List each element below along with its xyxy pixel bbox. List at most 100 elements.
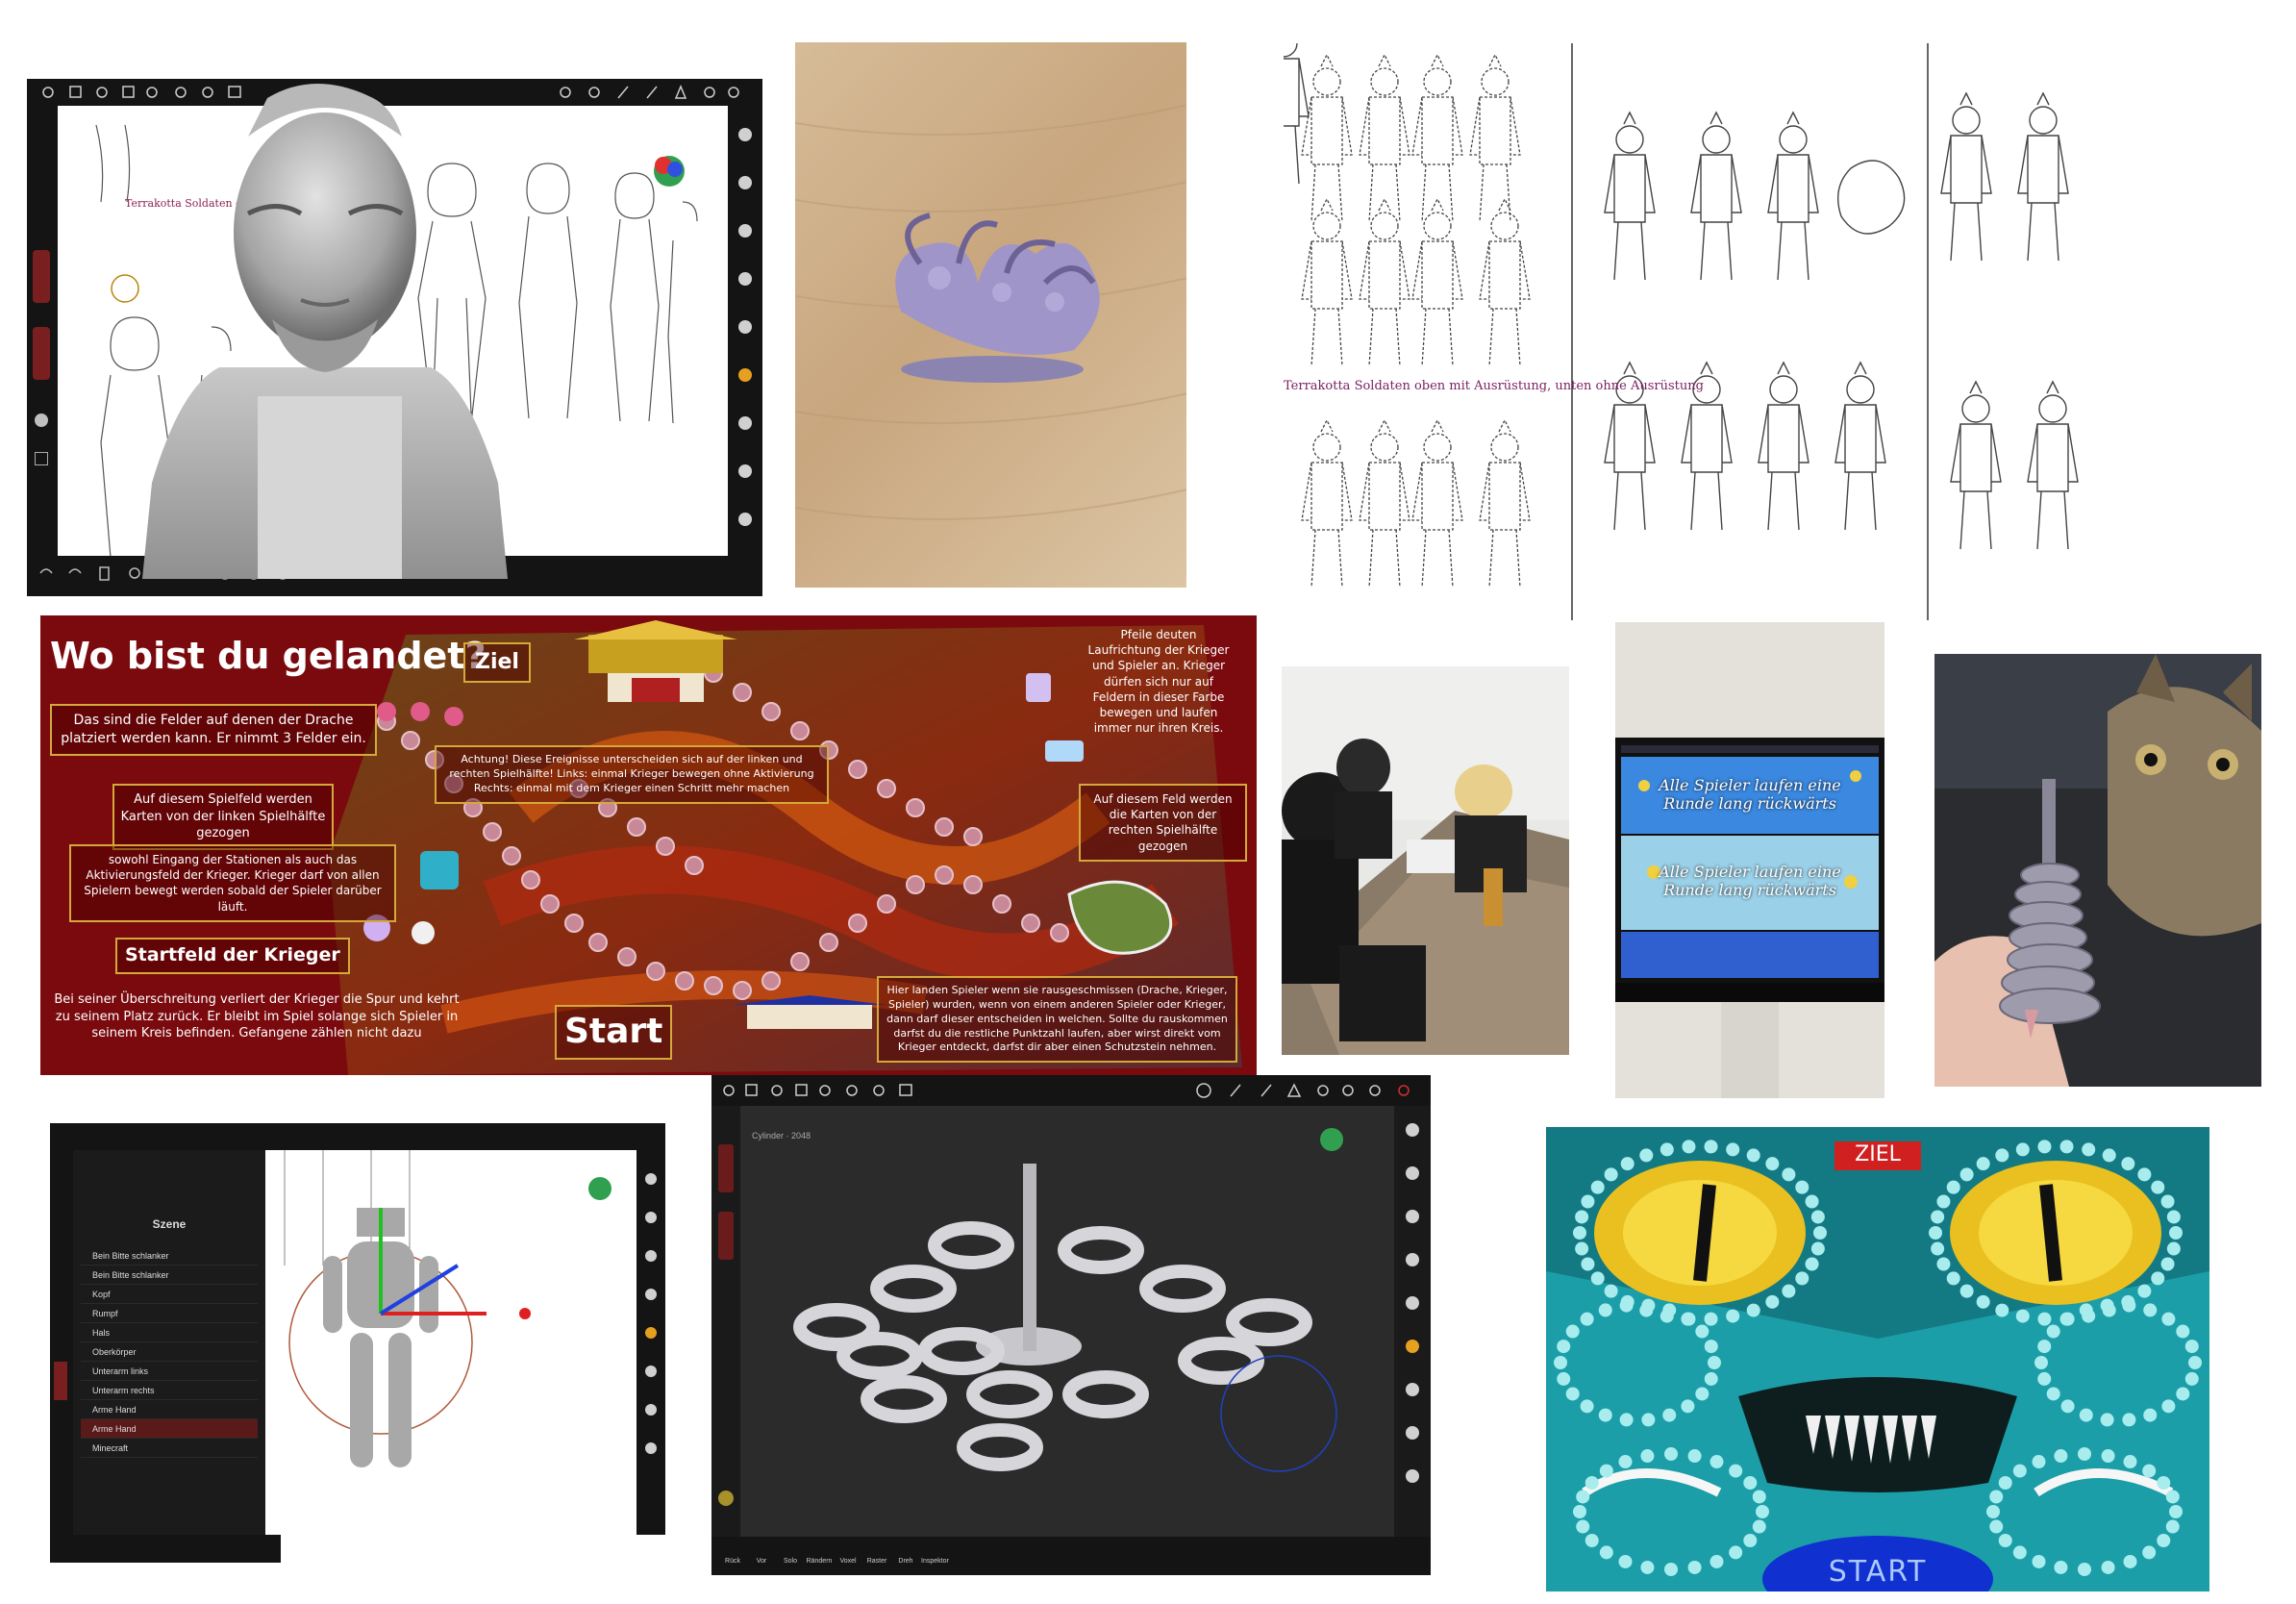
scene-list-item[interactable]: Bein Bitte schlanker <box>81 1266 258 1285</box>
scene-list-item[interactable]: Arme Hand <box>81 1400 258 1419</box>
path-dot <box>2160 1194 2175 1209</box>
path-dot <box>2121 1157 2135 1171</box>
tablet <box>1339 945 1426 1041</box>
brush-intensity-slider[interactable] <box>33 327 50 380</box>
material-ball-icon[interactable] <box>718 1491 734 1506</box>
ring-model-viewport <box>793 1128 1343 1472</box>
path-dot <box>2176 1387 2190 1401</box>
screen-text-top: Alle Spieler laufen eine Runde lang rück… <box>1659 776 1841 813</box>
tool-icons <box>1406 1123 1419 1483</box>
path-dot <box>1640 1560 1655 1574</box>
brush-size-slider[interactable] <box>33 250 50 303</box>
bottom-toolbar-button[interactable]: Raster <box>866 1558 887 1565</box>
brush-size-slider[interactable] <box>718 1144 734 1192</box>
scene-panel: Szene Bein Bitte schlanker Bein Bitte sch… <box>73 1150 265 1535</box>
station-field-icon <box>420 851 459 890</box>
path-dot <box>1998 1534 2012 1547</box>
path-dot <box>2151 1180 2165 1194</box>
path-dot <box>1795 1180 1809 1194</box>
view-cube-icon[interactable] <box>1320 1128 1343 1151</box>
view-cube-icon[interactable] <box>588 1177 611 1200</box>
bottom-toolbar-button[interactable]: Voxel <box>839 1558 857 1565</box>
path-dot <box>1936 1194 1951 1209</box>
top-toolbar <box>50 1123 665 1150</box>
top-toolbar <box>711 1075 1431 1106</box>
path-dot <box>1581 1257 1595 1271</box>
scene-list-item[interactable]: Unterarm links <box>81 1362 258 1381</box>
left-sidebar <box>711 1106 740 1537</box>
gizmo-z-axis[interactable] <box>379 1264 460 1316</box>
path-dot <box>1726 1142 1740 1157</box>
bottom-toolbar-button[interactable]: Solo <box>783 1558 797 1565</box>
scene-list-item[interactable]: Rumpf <box>81 1304 258 1323</box>
note-dragon-fields: Das sind die Felder auf denen der Drache… <box>50 704 377 756</box>
brush-intensity-slider[interactable] <box>718 1212 734 1260</box>
scene-list-item[interactable]: Unterarm rechts <box>81 1381 258 1400</box>
path-dot <box>2123 1455 2137 1469</box>
path-dot <box>1573 1505 1586 1518</box>
monitor-photo: Alle Spieler laufen eine Runde lang rück… <box>1615 622 1884 1098</box>
path-dot <box>1959 1284 1974 1298</box>
bottom-toolbar-button[interactable]: Vor <box>756 1558 767 1565</box>
path-dot <box>1660 1142 1674 1157</box>
helmet-sketch <box>1837 160 1906 235</box>
path-dot <box>2059 1140 2074 1154</box>
path-dot <box>1664 1447 1678 1461</box>
sculpt-app-scene-robot: Szene Bein Bitte schlanker Bein Bitte sch… <box>50 1123 665 1563</box>
material-ball-icon[interactable] <box>35 414 48 427</box>
bottom-toolbar-button[interactable]: Rändern <box>806 1558 833 1565</box>
path-dot <box>1989 1490 2004 1504</box>
path-dot <box>2078 1563 2091 1576</box>
path-dot <box>1729 1545 1743 1560</box>
path-dot <box>2032 1455 2046 1469</box>
path-dot <box>2157 1476 2171 1490</box>
card-field-icon-blue <box>1045 740 1084 762</box>
dragon-face-board: ZIEL START <box>1546 1127 2209 1591</box>
path-dot <box>1710 1554 1724 1568</box>
note-achtung: Achtung! Diese Ereignisse unterscheiden … <box>435 745 829 804</box>
path-dot <box>1746 1148 1760 1163</box>
dragon-fields <box>377 702 463 726</box>
scene-list-item[interactable]: Hals <box>81 1323 258 1342</box>
path-dot <box>1598 1303 1612 1317</box>
path-dot <box>1580 1399 1594 1414</box>
path-dot <box>2012 1545 2027 1560</box>
path-dot <box>2123 1554 2137 1568</box>
path-dot <box>2142 1464 2157 1478</box>
scene-list-item[interactable]: Bein Bitte schlanker <box>81 1246 258 1266</box>
bottom-toolbar-button[interactable]: Dreh <box>898 1558 913 1565</box>
path-dot <box>2161 1399 2176 1414</box>
temple-ziel <box>574 620 737 702</box>
board-illustration <box>329 620 1242 1075</box>
bottom-toolbar-button[interactable]: Inspektor <box>921 1558 949 1565</box>
path-dot <box>1726 1309 1740 1323</box>
path-dot <box>2161 1312 2176 1326</box>
playtest-scene <box>1282 666 1569 1055</box>
playtest-photo <box>1282 666 1569 1055</box>
mouth <box>1738 1377 2017 1492</box>
path-dot <box>2102 1148 2116 1163</box>
path-dot <box>1695 1387 1710 1401</box>
scene-list-item[interactable]: Kopf <box>81 1285 258 1304</box>
path-dot <box>2078 1447 2091 1461</box>
path-dot <box>2143 1408 2158 1422</box>
card-field-icon-right <box>1026 673 1051 702</box>
path-dot <box>1620 1157 1635 1171</box>
path-dot <box>1585 1534 1599 1547</box>
note-station-entrance: sowohl Eingang der Stationen als auch da… <box>69 844 396 922</box>
screen-text-bottom: Alle Spieler laufen eine Runde lang rück… <box>1659 863 1841 899</box>
scene-list-item[interactable]: Oberkörper <box>81 1342 258 1362</box>
path-dot <box>2046 1324 2060 1339</box>
ziel-field <box>1834 1141 1921 1170</box>
path-dot <box>2137 1167 2152 1182</box>
scene-list-item[interactable]: Minecraft <box>81 1439 258 1458</box>
mask-icon[interactable] <box>35 452 48 465</box>
path-dot <box>1765 1157 1780 1171</box>
path-dot <box>1931 1241 1945 1256</box>
path-dot <box>1682 1140 1696 1154</box>
bottom-toolbar-button[interactable]: Rück <box>725 1558 740 1565</box>
path-dot <box>1782 1284 1796 1298</box>
right-tool-sidebar <box>728 106 762 596</box>
path-dot <box>1746 1303 1760 1317</box>
scene-list-item[interactable]: Arme Hand <box>81 1419 258 1439</box>
